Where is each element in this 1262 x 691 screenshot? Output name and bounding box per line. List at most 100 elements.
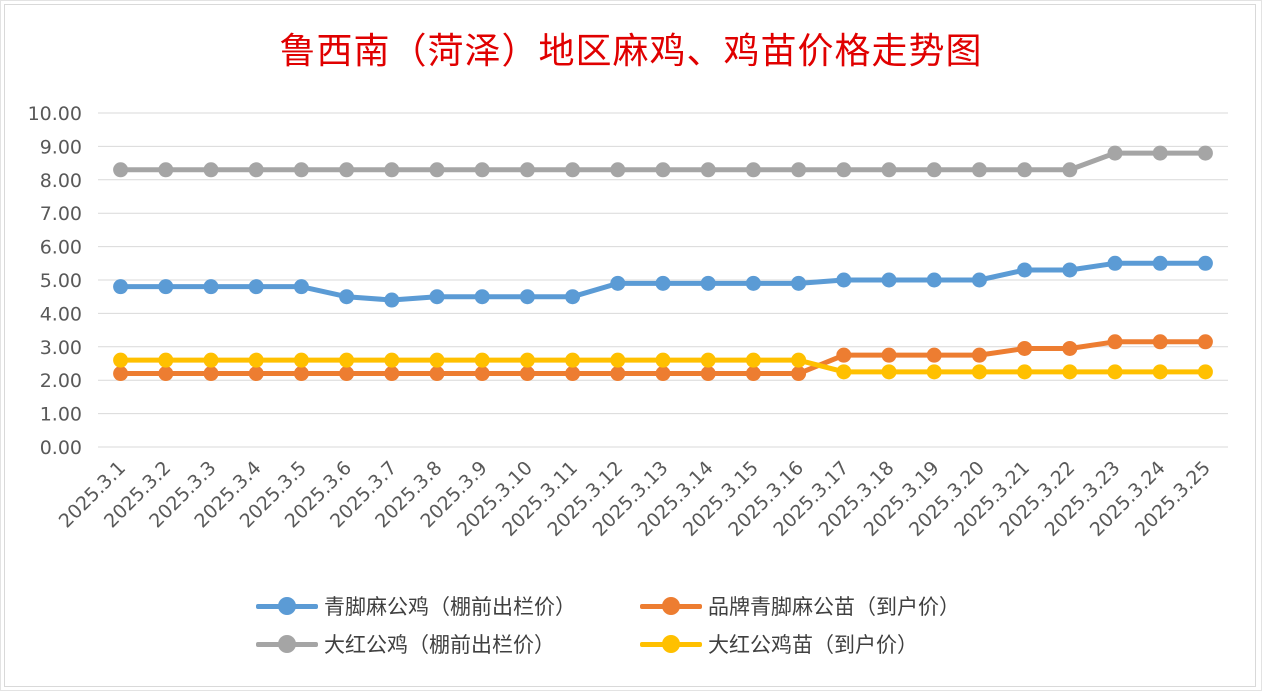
chart-area[interactable] (4, 4, 1256, 687)
data-point[interactable] (429, 352, 445, 368)
data-point[interactable] (248, 366, 264, 382)
data-point[interactable] (791, 366, 807, 382)
data-point[interactable] (565, 289, 581, 305)
data-point[interactable] (248, 279, 264, 295)
data-point[interactable] (836, 347, 852, 363)
data-point[interactable] (203, 279, 219, 295)
data-point[interactable] (1017, 262, 1033, 278)
data-point[interactable] (1152, 334, 1168, 350)
data-point[interactable] (565, 366, 581, 382)
legend-item-qingjiao-rooster[interactable]: 青脚麻公鸡（棚前出栏价） (256, 586, 576, 626)
data-point[interactable] (1197, 364, 1213, 380)
data-point[interactable] (1062, 262, 1078, 278)
data-point[interactable] (158, 366, 174, 382)
data-point[interactable] (384, 366, 400, 382)
data-point[interactable] (429, 366, 445, 382)
data-point[interactable] (1152, 255, 1168, 271)
data-point[interactable] (1017, 364, 1033, 380)
data-point[interactable] (474, 352, 490, 368)
data-point[interactable] (971, 347, 987, 363)
data-point[interactable] (519, 366, 535, 382)
data-point[interactable] (836, 162, 852, 178)
data-point[interactable] (971, 162, 987, 178)
data-point[interactable] (474, 162, 490, 178)
data-point[interactable] (113, 279, 129, 295)
data-point[interactable] (610, 162, 626, 178)
data-point[interactable] (1107, 145, 1123, 161)
data-point[interactable] (700, 352, 716, 368)
data-point[interactable] (293, 162, 309, 178)
data-point[interactable] (429, 289, 445, 305)
data-point[interactable] (1197, 334, 1213, 350)
data-point[interactable] (1152, 145, 1168, 161)
data-point[interactable] (1017, 340, 1033, 356)
data-point[interactable] (158, 279, 174, 295)
data-point[interactable] (429, 162, 445, 178)
data-point[interactable] (1062, 340, 1078, 356)
data-point[interactable] (655, 352, 671, 368)
data-point[interactable] (926, 364, 942, 380)
data-point[interactable] (745, 352, 761, 368)
data-point[interactable] (655, 275, 671, 291)
data-point[interactable] (248, 352, 264, 368)
data-point[interactable] (1062, 162, 1078, 178)
data-point[interactable] (881, 272, 897, 288)
data-point[interactable] (1107, 364, 1123, 380)
data-point[interactable] (1197, 145, 1213, 161)
data-point[interactable] (384, 352, 400, 368)
data-point[interactable] (655, 366, 671, 382)
data-point[interactable] (519, 289, 535, 305)
data-point[interactable] (700, 366, 716, 382)
data-point[interactable] (926, 347, 942, 363)
data-point[interactable] (700, 275, 716, 291)
data-point[interactable] (384, 162, 400, 178)
data-point[interactable] (1017, 162, 1033, 178)
legend-item-red-chick[interactable]: 大红公鸡苗（到户价） (640, 624, 918, 664)
data-point[interactable] (881, 347, 897, 363)
data-point[interactable] (339, 289, 355, 305)
data-point[interactable] (610, 275, 626, 291)
legend-item-red-rooster[interactable]: 大红公鸡（棚前出栏价） (256, 624, 555, 664)
data-point[interactable] (248, 162, 264, 178)
data-point[interactable] (610, 352, 626, 368)
data-point[interactable] (565, 352, 581, 368)
data-point[interactable] (384, 292, 400, 308)
data-point[interactable] (745, 275, 761, 291)
data-point[interactable] (203, 366, 219, 382)
data-point[interactable] (836, 364, 852, 380)
data-point[interactable] (293, 366, 309, 382)
data-point[interactable] (293, 352, 309, 368)
data-point[interactable] (293, 279, 309, 295)
data-point[interactable] (519, 162, 535, 178)
data-point[interactable] (158, 352, 174, 368)
data-point[interactable] (339, 352, 355, 368)
data-point[interactable] (791, 275, 807, 291)
data-point[interactable] (791, 352, 807, 368)
data-point[interactable] (519, 352, 535, 368)
data-point[interactable] (565, 162, 581, 178)
data-point[interactable] (926, 162, 942, 178)
data-point[interactable] (113, 352, 129, 368)
data-point[interactable] (474, 289, 490, 305)
data-point[interactable] (339, 366, 355, 382)
data-point[interactable] (113, 366, 129, 382)
data-point[interactable] (745, 366, 761, 382)
data-point[interactable] (926, 272, 942, 288)
data-point[interactable] (836, 272, 852, 288)
data-point[interactable] (881, 162, 897, 178)
data-point[interactable] (203, 352, 219, 368)
data-point[interactable] (158, 162, 174, 178)
data-point[interactable] (113, 162, 129, 178)
data-point[interactable] (881, 364, 897, 380)
data-point[interactable] (700, 162, 716, 178)
data-point[interactable] (1152, 364, 1168, 380)
data-point[interactable] (203, 162, 219, 178)
data-point[interactable] (1197, 255, 1213, 271)
data-point[interactable] (1107, 255, 1123, 271)
data-point[interactable] (1062, 364, 1078, 380)
data-point[interactable] (791, 162, 807, 178)
data-point[interactable] (745, 162, 761, 178)
data-point[interactable] (655, 162, 671, 178)
data-point[interactable] (339, 162, 355, 178)
data-point[interactable] (971, 364, 987, 380)
